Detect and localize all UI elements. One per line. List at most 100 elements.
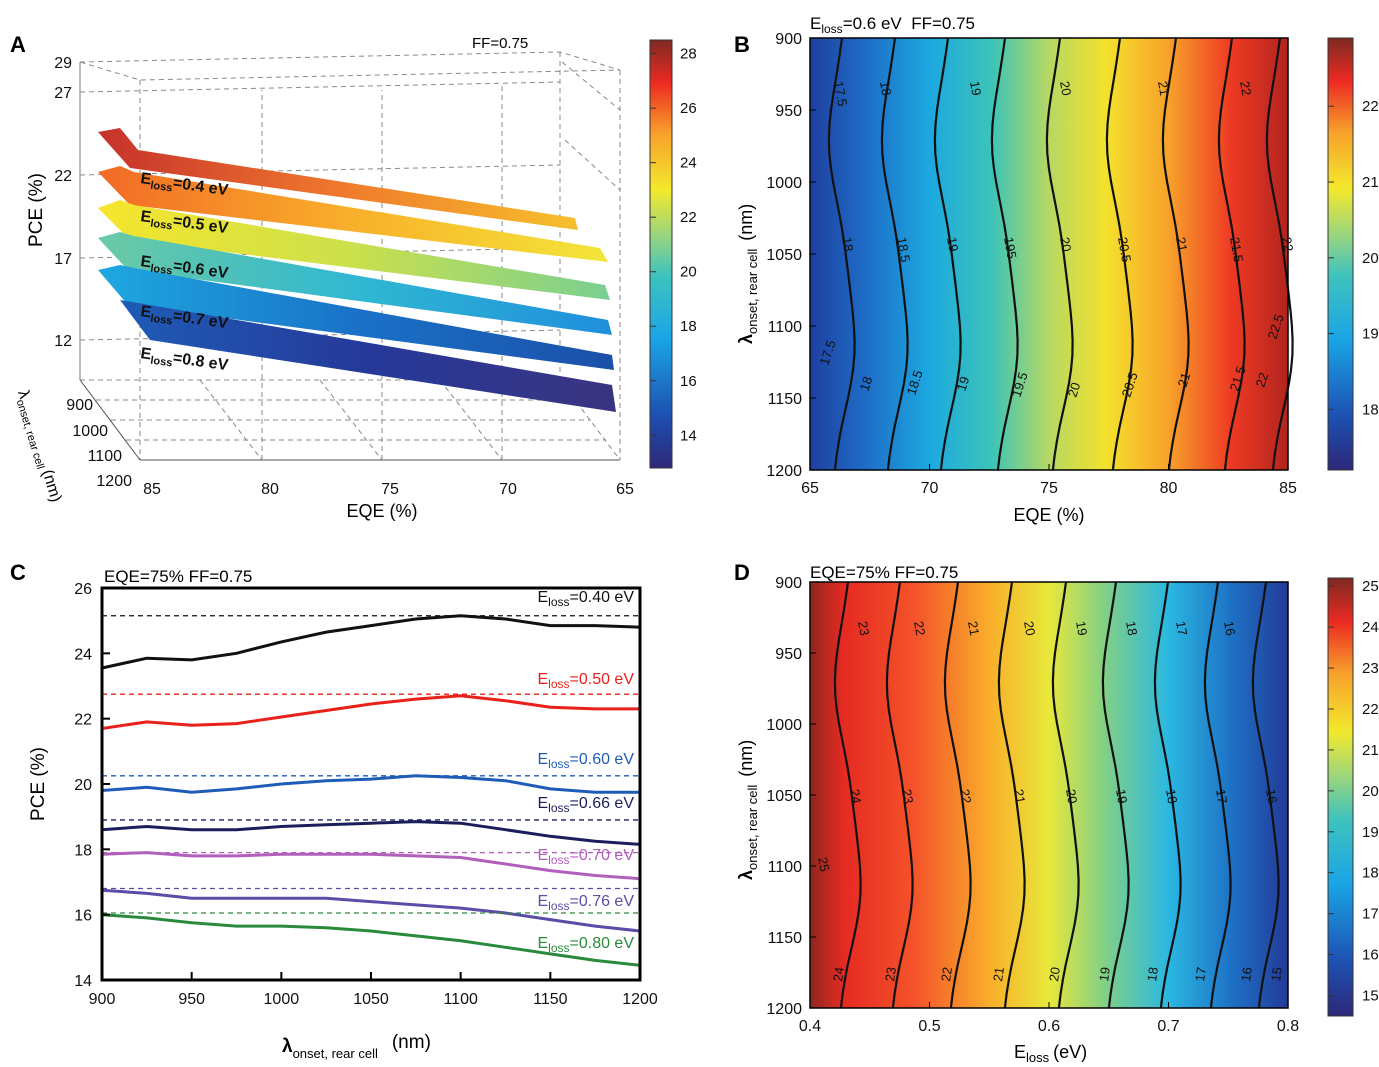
surface-eloss-0.8 [98, 265, 614, 370]
y-tick-label: 1050 [766, 788, 802, 805]
series-label-tail: =0.60 eV [570, 751, 635, 768]
series-label-sub: loss [548, 899, 569, 913]
y-tick-label: 1050 [766, 247, 802, 264]
surface-label-sub: loss [150, 313, 173, 328]
contour-label: 22.5 [1265, 312, 1287, 341]
x-tick-label: 85 [1279, 480, 1297, 497]
panel-a: A [10, 32, 697, 521]
series-line [101, 614, 641, 670]
y-tick-label: 24 [74, 646, 92, 663]
series-label-main: E [537, 893, 548, 910]
y-tick-label: 1200 [766, 463, 802, 480]
y-tick-label: 950 [775, 103, 802, 120]
series-label-sub: loss [548, 853, 569, 867]
surface-label-sub: loss [150, 180, 173, 195]
series-label-tail: =0.76 eV [570, 893, 635, 910]
contour-line [1251, 581, 1280, 1009]
series-label-main: E [537, 751, 548, 768]
pce-surfaces [98, 128, 616, 412]
contour-label: 20.5 [1119, 370, 1141, 399]
colorbar-tick-label: 28 [680, 46, 697, 63]
contour-label: 17 [1192, 966, 1209, 982]
x-axis-label-d-unit: (eV) [1053, 1042, 1087, 1062]
series-label-sub: loss [548, 595, 569, 609]
surface-eloss-0.5 [98, 166, 608, 262]
contour-label: 22 [1253, 371, 1272, 389]
series-label-tail: =0.50 eV [570, 671, 635, 688]
contour-label: 22 [911, 620, 928, 637]
panel-letter-a: A [10, 32, 26, 57]
y-tick-label: 1000 [766, 175, 802, 192]
contour-line [885, 581, 914, 1009]
colorbar-ticks-b: 18 19 20 21 22 [1328, 98, 1379, 418]
contour-line [1161, 37, 1190, 471]
series-label-main: E [537, 847, 548, 864]
colorbar-tick-label: 16 [680, 373, 697, 390]
colorbar-tick-label: 21 [1362, 742, 1379, 759]
series-line [101, 913, 641, 967]
title-b-tail: =0.6 eV FF=0.75 [843, 14, 975, 33]
x-axis-label-c-unit: (nm) [392, 1032, 431, 1053]
depth-axis-label-unit: (nm) [38, 468, 64, 504]
colorbar-tick-label: 18 [1362, 401, 1379, 418]
contour-label: 19 [954, 375, 973, 393]
y-tick-label: 27 [54, 85, 72, 102]
x-tick-label: 85 [143, 481, 161, 498]
title-c: EQE=75% FF=0.75 [104, 567, 252, 586]
x-tick-label: 1150 [533, 991, 568, 1008]
series-label-main: E [537, 589, 548, 606]
x-axis-label-d: Eloss (eV) [1014, 1042, 1087, 1065]
panel-letter-c: C [10, 560, 26, 585]
contour-label: 20 [1046, 966, 1063, 982]
contour-label: 17.5 [831, 80, 850, 108]
contour-label: 19 [1073, 620, 1090, 637]
contour-label: 195 [1001, 236, 1020, 260]
x-ticks-c: 900 950 1000 1050 1100 1150 1200 [89, 972, 658, 1008]
x-axis-label-c: λonset, rear cell (nm) [282, 1032, 431, 1061]
colorbar-tick-label: 24 [1362, 619, 1379, 636]
title-d: EQE=75% FF=0.75 [810, 563, 958, 582]
y-tick-label: 1200 [766, 1001, 802, 1018]
series-line [101, 694, 640, 730]
x-axis-label-d-sub: loss [1026, 1050, 1050, 1065]
x-tick-label: 950 [178, 991, 205, 1008]
surface-label-main: E [139, 303, 152, 321]
x-tick-label: 80 [1160, 480, 1178, 497]
colorbar-tick-label: 15 [1362, 988, 1379, 1005]
title-b-main: E [810, 14, 821, 33]
y-tick-label: 12 [54, 333, 72, 350]
y-tick-label: 18 [74, 842, 92, 859]
contour-line [943, 581, 972, 1009]
surface-eloss-0.7 [98, 232, 612, 335]
x-tick-label: 1100 [443, 991, 478, 1008]
depth-axis-label-sub: onset, rear cell [14, 398, 47, 471]
contour-label: 19 [967, 80, 984, 97]
surface-eloss-0.6 [98, 200, 610, 300]
y-tick-label: 16 [74, 908, 92, 925]
contour-label: 19 [1113, 788, 1130, 805]
depth-tick-label: 1200 [96, 473, 132, 490]
surface-label-main: E [139, 345, 152, 363]
y-axis-label-d: λonset, rear cell (nm) [736, 740, 760, 880]
contour-label: 22 [1237, 80, 1254, 97]
contour-label: 21 [965, 620, 982, 637]
surface-label-sub: loss [150, 263, 173, 278]
contour-label: 16 [1263, 788, 1280, 805]
contour-line [1101, 581, 1130, 1009]
x-tick-label: 75 [1040, 480, 1058, 497]
colorbar-d [1327, 577, 1354, 1017]
depth-axis-label-a: λonset, rear cell(nm) [11, 388, 64, 505]
panel-c: C EQE=75% FF=0.75 Eloss=0.40 eVEloss=0.5… [10, 560, 658, 1061]
colorbar-tick-label: 18 [680, 318, 697, 335]
series-label: Eloss=0.50 eV [537, 671, 634, 691]
contour-label: 23 [882, 966, 899, 982]
contours-d [833, 581, 1280, 1009]
series-label-tail: =0.66 eV [570, 795, 635, 812]
colorbar-tick-label: 19 [1362, 824, 1379, 841]
series-label-tail: =0.40 eV [570, 589, 635, 606]
series-line [101, 820, 641, 846]
y-axis-label-d-main: λ [736, 870, 756, 880]
series-label-main: E [537, 935, 548, 952]
